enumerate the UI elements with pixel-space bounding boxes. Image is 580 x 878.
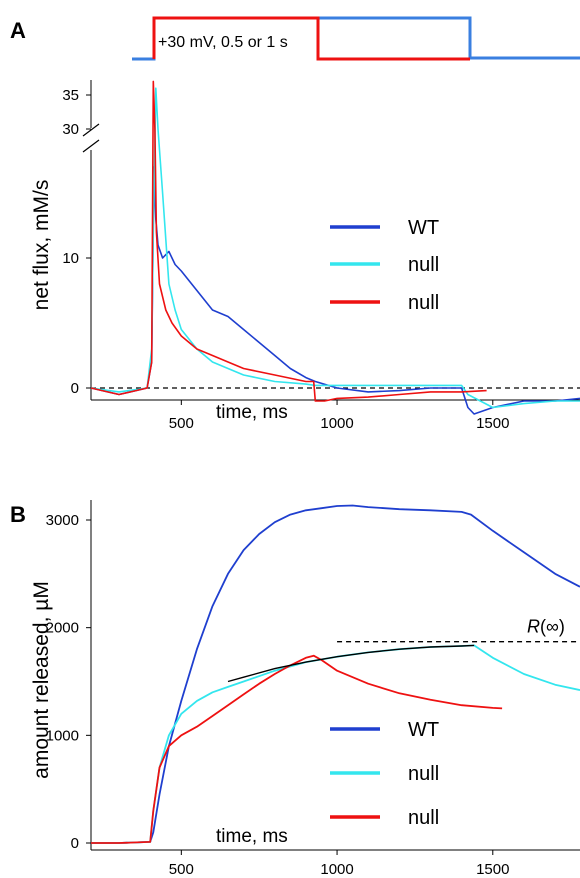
series-line-wt bbox=[91, 504, 580, 844]
legend-label: null bbox=[408, 292, 439, 314]
y-tick-label: 0 bbox=[71, 835, 79, 852]
x-tick-label: 1500 bbox=[476, 861, 509, 878]
legend-label: null bbox=[408, 254, 439, 276]
legend-label: null bbox=[408, 807, 439, 829]
x-tick-label: 500 bbox=[169, 415, 194, 432]
x-tick-label: 1000 bbox=[320, 415, 353, 432]
y-tick-label: 10 bbox=[62, 250, 79, 267]
panel-a: 0 10 30 35 500 1000 1500 time, ms net flux, mM/s… bbox=[30, 80, 580, 432]
y-tick-label: 2000 bbox=[46, 620, 79, 637]
panel-a-letter: A bbox=[10, 18, 26, 43]
x-tick-label: 500 bbox=[169, 861, 194, 878]
fit-curve bbox=[227, 644, 475, 683]
protocol-trace-short bbox=[152, 16, 470, 61]
y-tick-label: 30 bbox=[62, 121, 79, 138]
legend-label: WT bbox=[408, 217, 439, 239]
x-axis-label: time, ms bbox=[216, 826, 288, 847]
y-tick-label: 35 bbox=[62, 87, 79, 104]
axis-break-mark bbox=[82, 139, 100, 153]
y-tick-label: 3000 bbox=[46, 512, 79, 529]
series-line-wt bbox=[90, 166, 580, 415]
x-tick-label: 1000 bbox=[320, 861, 353, 878]
y-axis-label: net flux, mM/s bbox=[30, 180, 53, 311]
stimulus-label: +30 mV, 0.5 or 1 s bbox=[158, 34, 288, 51]
panel-b: 0 1000 2000 3000 500 1000 1500 time, ms amount r… bbox=[30, 500, 580, 878]
legend-label: null bbox=[408, 763, 439, 785]
y-tick-label: 1000 bbox=[46, 727, 79, 744]
asymptote-label: R(∞) bbox=[527, 617, 565, 637]
series-line-null-cyan bbox=[91, 644, 580, 844]
series-line-null-cyan bbox=[90, 87, 580, 409]
series-line-null-red bbox=[91, 654, 503, 844]
x-axis-label: time, ms bbox=[216, 402, 288, 423]
panel-b-letter: B bbox=[10, 502, 26, 527]
stimulus-protocol bbox=[132, 16, 580, 61]
x-tick-label: 1500 bbox=[476, 415, 509, 432]
axis-break-mark bbox=[82, 123, 100, 137]
legend-label: WT bbox=[408, 719, 439, 741]
y-axis-label: amount released, µM bbox=[30, 581, 53, 779]
y-tick-label: 0 bbox=[71, 380, 79, 397]
series-line-null-red bbox=[90, 80, 487, 402]
